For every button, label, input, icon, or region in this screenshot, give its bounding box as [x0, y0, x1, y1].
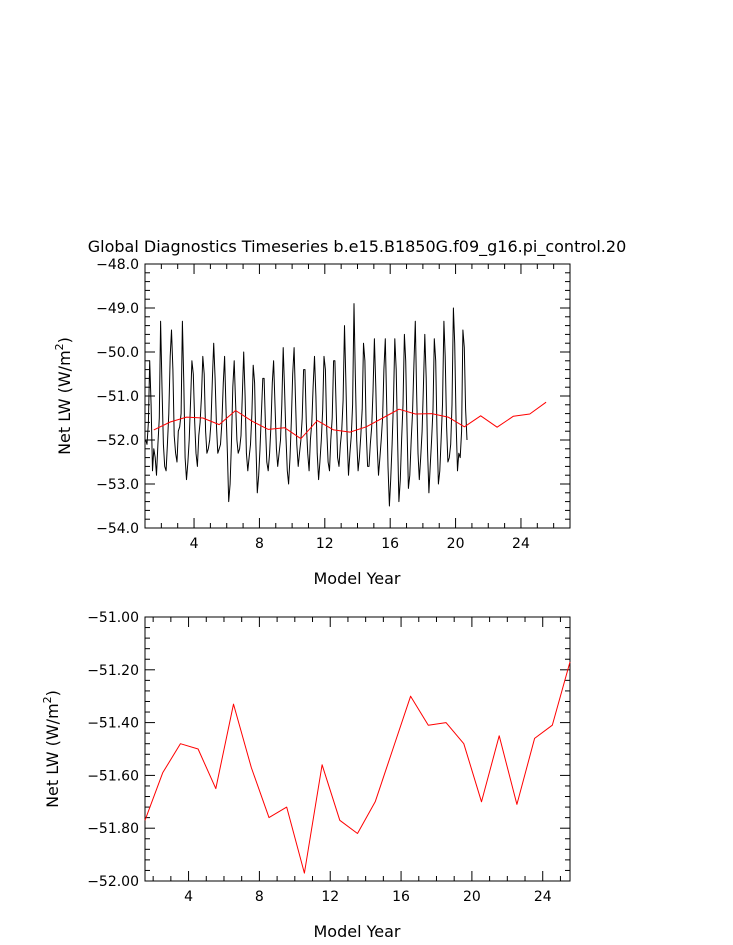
y-tick-label: −51.20	[87, 663, 139, 679]
y-tick-label: −48.0	[96, 257, 139, 273]
x-tick-label: 16	[392, 889, 410, 905]
top-plot-frame	[144, 263, 571, 529]
x-tick-label: 4	[184, 889, 193, 905]
x-tick-label: 16	[381, 536, 399, 552]
x-tick-label: 20	[447, 536, 465, 552]
y-tick-label: −51.00	[87, 610, 139, 626]
bottom-ticks	[145, 616, 570, 882]
top-yaxis-label: Net LW (W/m2)	[53, 337, 74, 455]
bottom-xaxis-label: Model Year	[314, 922, 401, 941]
x-tick-label: 20	[463, 889, 481, 905]
x-tick-label: 24	[534, 889, 552, 905]
top-xaxis-label: Model Year	[314, 569, 401, 588]
y-tick-label: −49.0	[96, 301, 139, 317]
y-tick-label: −53.0	[96, 477, 139, 493]
y-tick-label: −51.60	[87, 768, 139, 784]
y-tick-label: −50.0	[96, 345, 139, 361]
top-series-group	[145, 303, 547, 507]
x-tick-label: 24	[512, 536, 530, 552]
bottom-panel: −52.00 −51.80 −51.60 −51.40 −51.20 −51.00 4 8 1…	[41, 610, 571, 941]
y-tick-label: −54.0	[96, 521, 139, 537]
top-ytick-labels: −54.0 −53.0 −52.0 −51.0 −50.0 −49.0 −48.0	[96, 257, 139, 537]
y-tick-label: −52.00	[87, 874, 139, 890]
x-tick-label: 12	[316, 536, 334, 552]
bottom-series-group	[144, 661, 571, 874]
x-tick-label: 12	[321, 889, 339, 905]
annual-mean-series-line	[144, 661, 571, 874]
bottom-ytick-labels: −52.00 −51.80 −51.60 −51.40 −51.20 −51.00	[87, 610, 139, 890]
y-tick-label: −52.0	[96, 433, 139, 449]
x-tick-label: 8	[255, 536, 264, 552]
y-tick-label: −51.0	[96, 389, 139, 405]
y-tick-label: −51.40	[87, 716, 139, 732]
annual-mean-series-line	[153, 401, 547, 440]
top-xtick-labels: 4 8 12 16 20 24	[190, 536, 530, 552]
bottom-plot-frame	[144, 616, 571, 882]
bottom-yaxis-label: Net LW (W/m2)	[41, 690, 62, 808]
bottom-xtick-labels: 4 8 12 16 20 24	[184, 889, 552, 905]
y-tick-label: −51.80	[87, 821, 139, 837]
x-tick-label: 8	[255, 889, 264, 905]
x-tick-label: 4	[190, 536, 199, 552]
top-panel: −54.0 −53.0 −52.0 −51.0 −50.0 −49.0 −48.0 4 8 12…	[53, 257, 571, 588]
top-ticks	[144, 263, 571, 529]
chart-title: Global Diagnostics Timeseries b.e15.B185…	[88, 237, 627, 257]
monthly-series-line	[145, 303, 468, 507]
